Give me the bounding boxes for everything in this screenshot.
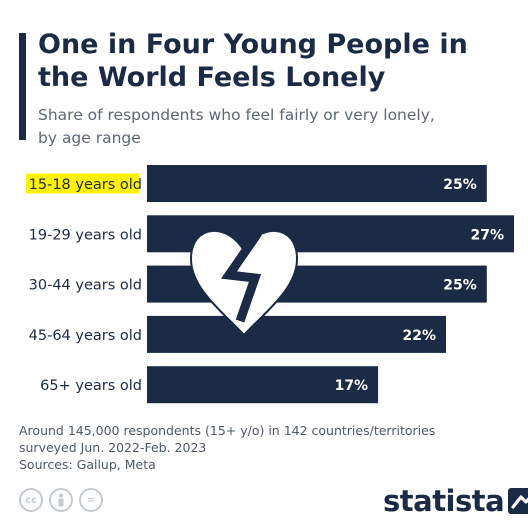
license-icons: cc = — [19, 488, 103, 512]
chart-title: One in Four Young People in the World Fe… — [38, 29, 468, 93]
category-highlight — [26, 173, 139, 194]
bar — [147, 165, 487, 202]
category-label: 15-18 years old — [29, 177, 142, 193]
creative-commons-icon[interactable]: cc — [19, 488, 43, 512]
brand-name: statista — [383, 484, 505, 518]
attribution-icon[interactable] — [49, 488, 73, 512]
category-label: 30-44 years old — [29, 278, 142, 294]
bar — [147, 315, 446, 353]
bar-value-label: 27% — [470, 227, 504, 243]
bar-value-label: 25% — [443, 177, 477, 193]
bar-value-label: 22% — [402, 328, 436, 344]
category-label: 65+ years old — [40, 378, 142, 394]
chart-footer: Around 145,000 respondents (15+ y/o) in … — [19, 422, 479, 473]
broken-heart-icon — [189, 229, 299, 337]
no-derivatives-icon[interactable]: = — [79, 488, 103, 512]
title-accent-bar — [19, 33, 26, 140]
bar — [147, 366, 379, 404]
bar-value-label: 25% — [443, 278, 477, 294]
bar-chart: 15-18 years old 25% 19-29 years old 27% 30-4… — [26, 165, 514, 404]
category-label: 45-64 years old — [29, 328, 142, 344]
statista-brand[interactable]: statista — [383, 484, 528, 518]
footnote-line-2: surveyed Jun. 2022-Feb. 2023 — [19, 440, 207, 455]
statista-logo-icon — [508, 488, 528, 514]
sources-note: Sources: Gallup, Meta — [19, 457, 156, 472]
chart-subtitle: Share of respondents who feel fairly or … — [38, 106, 435, 147]
category-label: 19-29 years old — [29, 227, 142, 243]
footnote-line-1: Around 145,000 respondents (15+ y/o) in … — [19, 423, 436, 438]
bar-value-label: 17% — [335, 378, 369, 394]
